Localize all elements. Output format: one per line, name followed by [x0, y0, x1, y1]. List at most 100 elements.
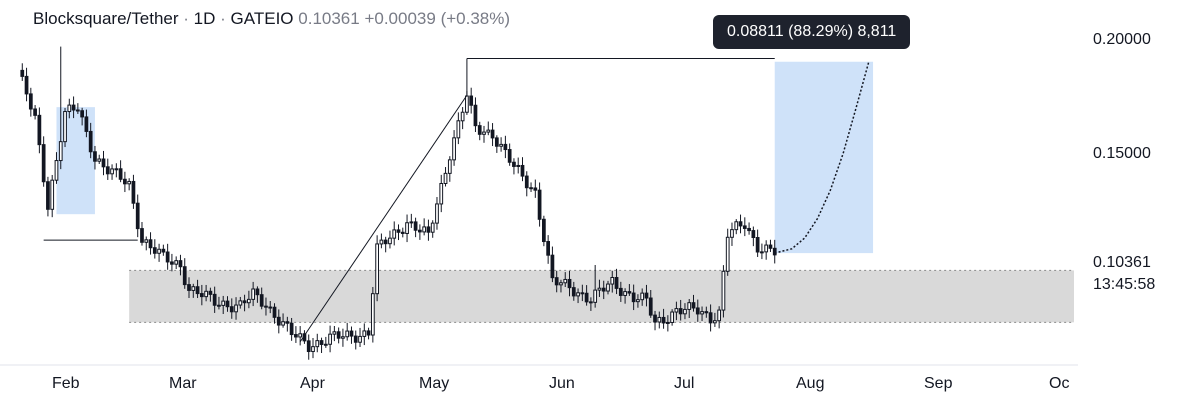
- candle-down: [533, 187, 538, 191]
- candle-up: [636, 299, 640, 303]
- candle-up: [191, 286, 196, 291]
- candle-up: [606, 283, 610, 292]
- candle-down: [101, 158, 106, 168]
- candle-down: [554, 277, 559, 286]
- candle-down: [33, 108, 37, 116]
- candle-down: [661, 316, 666, 324]
- candle-down: [695, 307, 700, 315]
- candle-down: [529, 187, 533, 190]
- candle-up: [713, 320, 717, 324]
- candle-down: [225, 300, 230, 308]
- candle-down: [567, 278, 572, 289]
- trend-line: [299, 94, 468, 343]
- price-label-mid: 0.15000: [1093, 145, 1151, 162]
- candle-down: [242, 300, 247, 304]
- countdown-label: 13:45:58: [1093, 276, 1156, 293]
- candle-down: [123, 178, 127, 185]
- candle-up: [443, 172, 448, 184]
- candle-up: [482, 131, 486, 135]
- candle-down: [503, 143, 508, 151]
- candle-down: [80, 110, 84, 118]
- projection-curve: [774, 61, 870, 254]
- candle-down: [229, 306, 234, 313]
- candle-down: [755, 237, 760, 253]
- last-price-header: 0.10361: [298, 9, 360, 28]
- candle-up: [127, 180, 132, 185]
- candle-up: [670, 311, 674, 323]
- candle-up: [311, 346, 315, 353]
- time-label-apr: Apr: [300, 375, 325, 392]
- candle-up: [238, 300, 243, 306]
- candle-down: [289, 322, 294, 336]
- candle-up: [281, 321, 285, 326]
- candle-down: [148, 239, 153, 249]
- candle-down: [708, 312, 713, 324]
- candle-up: [665, 321, 670, 324]
- candle-up: [683, 308, 687, 315]
- candle-up: [435, 203, 439, 224]
- candle-down: [135, 202, 140, 230]
- candle-up: [674, 308, 679, 313]
- candle-up: [725, 236, 730, 272]
- candle-down: [631, 292, 636, 303]
- candle-up: [323, 343, 328, 346]
- candle-up: [430, 222, 435, 233]
- measure-tooltip: 0.08811 (88.29%) 8,811: [713, 15, 911, 49]
- candle-down: [742, 225, 747, 229]
- candle-down: [187, 284, 191, 291]
- candle-up: [392, 229, 397, 239]
- candle-up: [717, 309, 722, 322]
- candle-up: [730, 229, 734, 238]
- candle-down: [285, 321, 290, 324]
- candle-up: [221, 300, 226, 306]
- candle-down: [648, 297, 653, 316]
- candle-up: [234, 304, 238, 313]
- projection-box: [774, 61, 874, 254]
- candle-up: [58, 141, 63, 162]
- candle-down: [199, 293, 204, 298]
- candle-up: [405, 222, 409, 234]
- candle-down: [259, 294, 264, 307]
- candle-down: [490, 129, 495, 139]
- candle-down: [704, 311, 709, 314]
- candle-up: [623, 291, 627, 296]
- candle-down: [178, 260, 183, 268]
- candle-up: [610, 277, 615, 285]
- candle-down: [20, 69, 25, 77]
- time-label-may: May: [419, 375, 450, 392]
- candle-up: [593, 289, 598, 303]
- candle-down: [418, 229, 422, 233]
- candle-up: [315, 340, 320, 348]
- candle-down: [691, 302, 696, 309]
- candle-down: [294, 334, 298, 338]
- candle-down: [46, 181, 50, 210]
- candle-down: [93, 151, 97, 162]
- last-price-label: 0.10361: [1093, 254, 1151, 271]
- header-separator: ·: [220, 9, 226, 28]
- candle-down: [396, 229, 401, 233]
- candle-up: [204, 290, 208, 298]
- candle-up: [63, 111, 67, 143]
- candle-down: [165, 251, 170, 263]
- symbol-name[interactable]: Blocksquare/Tether: [33, 9, 179, 28]
- candle-up: [379, 239, 384, 245]
- candle-up: [375, 243, 379, 295]
- candle-down: [400, 231, 405, 234]
- candle-up: [447, 159, 452, 174]
- time-label-jul: Jul: [674, 375, 695, 392]
- candle-up: [298, 333, 303, 338]
- candle-up: [97, 158, 102, 162]
- price-label-top: 0.20000: [1093, 31, 1151, 48]
- candle-down: [41, 144, 46, 183]
- candle-down: [37, 114, 42, 146]
- time-label-sep: Sep: [924, 375, 953, 392]
- candle-down: [161, 248, 166, 253]
- symbol-header[interactable]: Blocksquare/Tether · 1D · GATEIO 0.10361…: [33, 9, 510, 29]
- candle-down: [105, 166, 110, 175]
- candle-down: [319, 340, 324, 345]
- interval-label[interactable]: 1D: [193, 9, 216, 28]
- exchange-label: GATEIO: [230, 9, 294, 28]
- candle-up: [144, 239, 149, 243]
- candle-up: [721, 270, 726, 311]
